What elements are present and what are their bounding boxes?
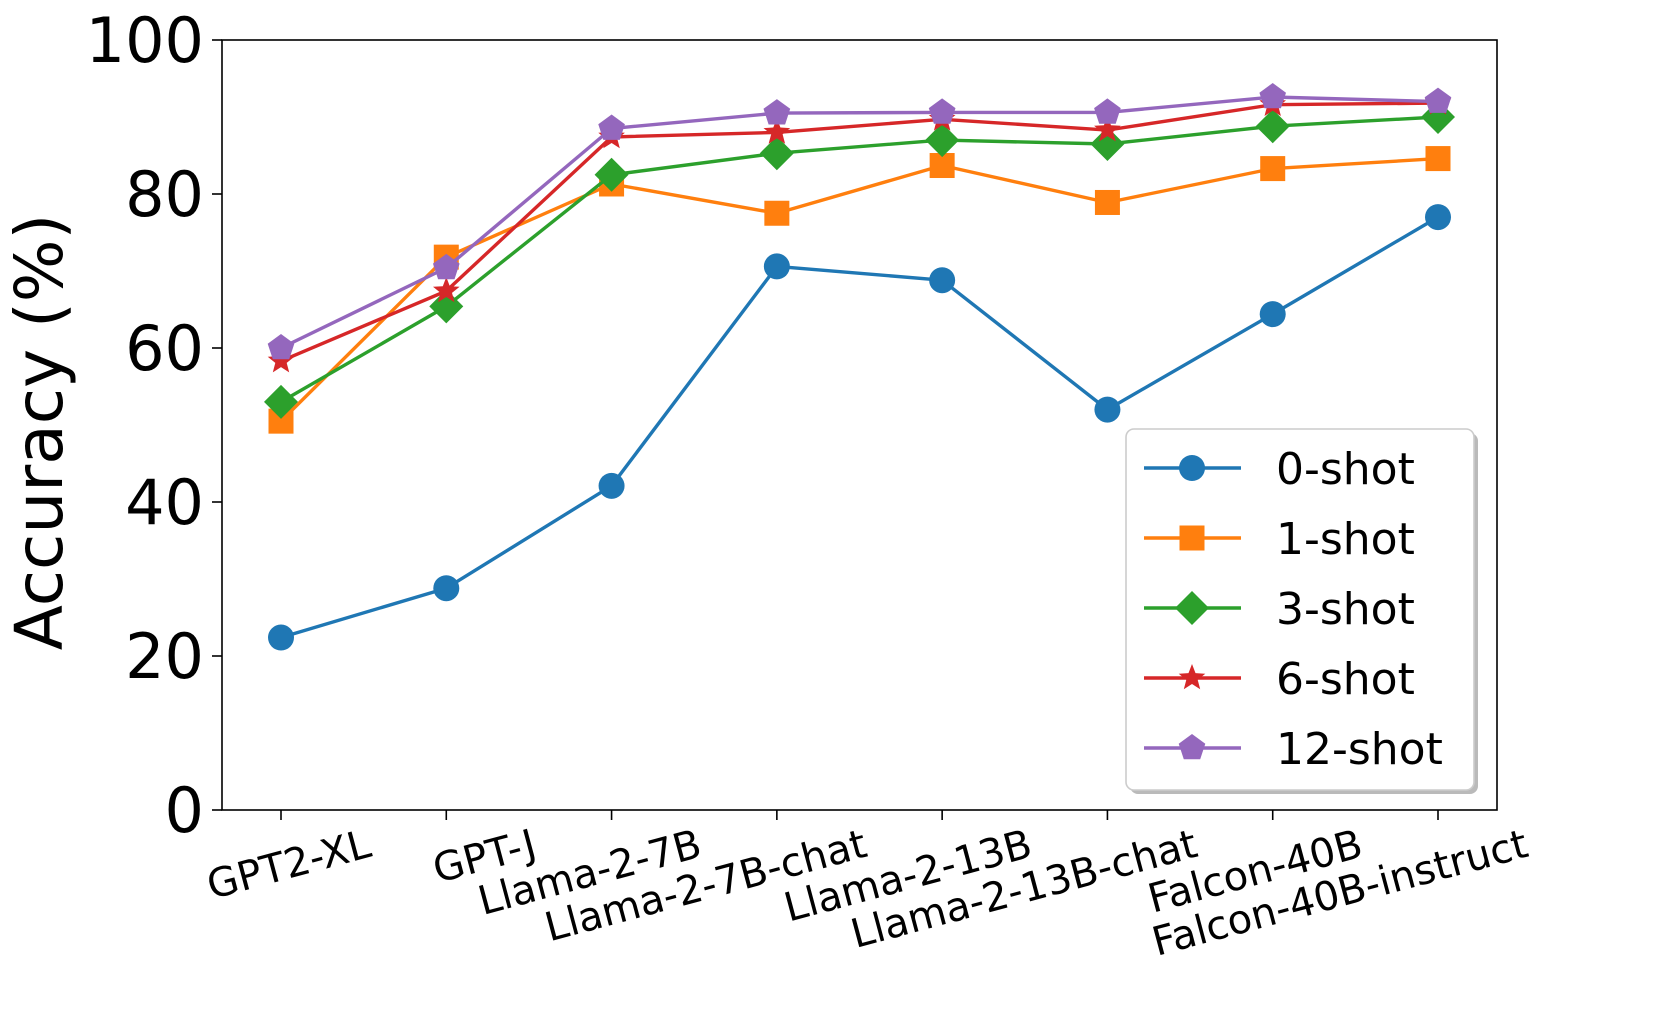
legend-marker (1178, 664, 1206, 690)
legend-box (1125, 428, 1475, 791)
data-point (429, 289, 464, 324)
data-point (1259, 301, 1286, 328)
legend-entry: 0-shot (1144, 444, 1415, 495)
y-axis-label: Accuracy (%) (1, 214, 78, 651)
legend-marker (1175, 591, 1209, 625)
data-point (764, 200, 790, 226)
series-12-shot (267, 83, 1452, 360)
y-axis-label-group: Accuracy (%) (1, 214, 78, 651)
data-point (1425, 146, 1451, 172)
data-point (1259, 83, 1286, 109)
series-line (280, 101, 1439, 363)
plot-frame (221, 39, 1498, 811)
legend-marker (1179, 455, 1205, 481)
data-point (1094, 116, 1121, 142)
legend: 0-shot 1-shot 3-shot 6-shot 12-shot (1125, 428, 1478, 794)
legend-entry: 3-shot (1144, 584, 1415, 635)
legend-label: 0-shot (1276, 444, 1415, 495)
data-point (925, 123, 960, 158)
data-point (763, 253, 790, 280)
data-point (1094, 396, 1121, 423)
data-point (1424, 87, 1452, 113)
data-point (267, 334, 295, 360)
legend-label: 1-shot (1276, 514, 1415, 565)
data-point (1094, 98, 1121, 124)
data-point (1255, 109, 1290, 144)
series-0-shot (268, 204, 1451, 651)
data-point (433, 253, 460, 280)
y-tick-label: 40 (125, 466, 204, 539)
legend-entry: 6-shot (1144, 654, 1415, 705)
y-tick-label: 100 (86, 4, 204, 77)
data-point (929, 153, 955, 179)
series-line (280, 115, 1439, 404)
y-tick-label: 60 (125, 312, 204, 385)
data-point (433, 575, 460, 602)
data-point (763, 118, 791, 144)
data-point (763, 99, 791, 125)
data-point (1260, 156, 1286, 182)
legend-label: 3-shot (1276, 584, 1415, 635)
data-point (929, 267, 956, 294)
series-line (280, 95, 1439, 350)
data-point (433, 277, 460, 303)
legend-marker (1179, 525, 1205, 551)
data-point (598, 472, 625, 499)
data-point (928, 98, 956, 124)
legend-marker (1178, 734, 1206, 760)
data-point (759, 136, 794, 171)
data-point (598, 114, 625, 140)
y-tick-label: 0 (165, 774, 204, 847)
legend-entry: 12-shot (1144, 724, 1443, 775)
x-tick-label: GPT2-XL (202, 821, 376, 909)
y-tick-label: 20 (125, 620, 204, 693)
y-tick-label: 80 (125, 158, 204, 231)
data-point (267, 347, 295, 373)
legend-label: 6-shot (1276, 654, 1415, 705)
legend-label: 12-shot (1276, 724, 1443, 775)
series-layer (264, 83, 1455, 651)
data-point (264, 384, 298, 419)
legend-entry: 1-shot (1144, 514, 1415, 565)
data-point (1090, 126, 1125, 161)
data-point (1094, 189, 1120, 215)
series-line (280, 215, 1439, 640)
data-point (268, 624, 294, 651)
data-point (594, 157, 629, 192)
data-point (1425, 204, 1451, 231)
